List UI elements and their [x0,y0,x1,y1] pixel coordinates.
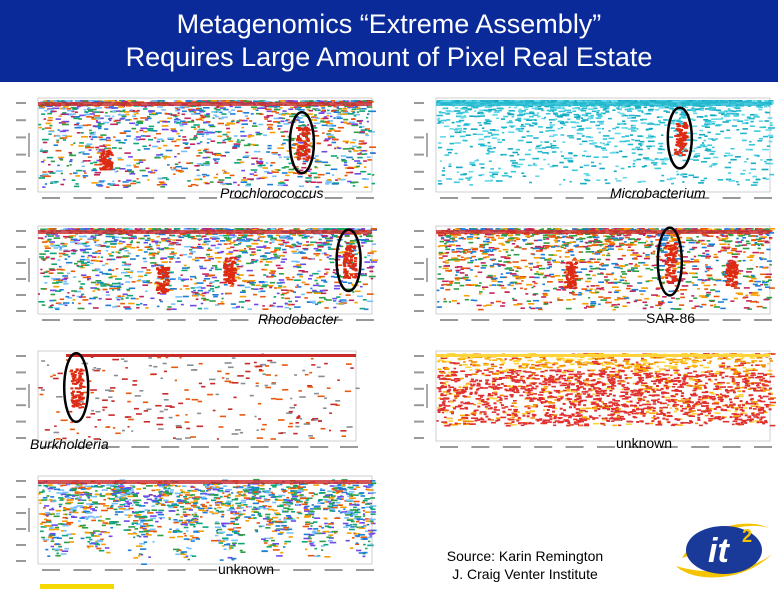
slide-title-line-1: Metagenomics “Extreme Assembly” [176,9,602,39]
highlight-circle [656,226,684,297]
yellow-marker [40,584,114,589]
source-line-2: J. Craig Venter Institute [452,566,598,582]
logo-swoosh-icon [676,554,772,578]
source-line-1: Source: Karin Remington [446,548,604,564]
caption-sar86: SAR-86 [646,310,696,326]
panel-unknown-1 [408,345,776,463]
coverage-plot [414,97,775,199]
highlight-circle [288,111,316,175]
coverage-plot [16,225,378,321]
panel-rhodobacter [10,220,378,336]
caption-unknown-2: unknown [218,561,275,577]
source-credit: Source: Karin Remington J. Craig Venter … [418,547,632,583]
caption-microbacterium: Microbacterium [610,185,706,201]
caption-prochlorococcus: Prochlorococcus [220,185,324,201]
logo-superscript: 2 [742,526,752,546]
it2-logo: it 2 [672,514,776,591]
panel-microbacterium [408,92,776,214]
highlight-circle [62,351,90,424]
title-bar: Metagenomics “Extreme Assembly” Requires… [0,0,778,82]
caption-rhodobacter: Rhodobacter [258,311,339,327]
logo-text: it [708,532,730,570]
highlight-circle [335,228,362,293]
coverage-plot [16,475,377,571]
caption-unknown-1: unknown [616,435,673,451]
panel-unknown-2 [10,470,378,586]
panel-burkholderia [10,345,362,463]
slide-title-line-2: Requires Large Amount of Pixel Real Esta… [125,42,653,72]
panel-prochlorococcus [10,92,378,214]
coverage-plot [414,350,776,448]
panel-sar86 [408,220,776,336]
caption-burkholderia: Burkholderia [30,436,109,452]
coverage-plot [16,97,376,199]
coverage-plot [16,350,360,448]
highlight-circle [666,106,694,170]
coverage-plot [414,225,776,321]
